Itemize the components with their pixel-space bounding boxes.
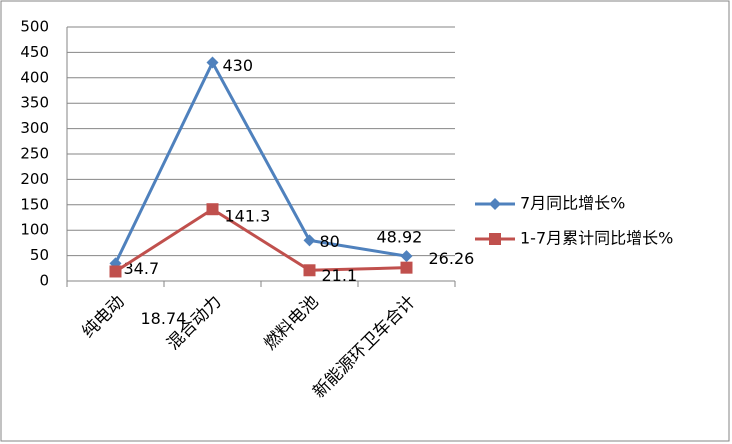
legend-label: 7月同比增长% xyxy=(520,194,625,213)
line xyxy=(114,207,407,273)
legend-marker xyxy=(489,198,501,210)
marker xyxy=(206,56,219,69)
y-tick-label: 50 xyxy=(30,246,49,264)
data-label: 48.92 xyxy=(377,228,423,247)
y-tick-label: 200 xyxy=(20,170,49,188)
y-tick-label: 100 xyxy=(20,221,49,239)
data-label: 80 xyxy=(320,232,340,251)
data-label: 141.3 xyxy=(225,207,271,226)
marker xyxy=(109,265,122,278)
marker xyxy=(400,250,413,263)
legend-label: 1-7月累计同比增长% xyxy=(520,229,673,248)
line xyxy=(114,59,407,265)
data-label: 18.74 xyxy=(141,309,187,328)
data-label: 34.7 xyxy=(124,259,160,278)
y-tick-label: 400 xyxy=(20,68,49,86)
y-tick-label: 250 xyxy=(20,145,49,163)
marker xyxy=(303,264,316,277)
marker xyxy=(303,234,316,247)
y-tick-label: 500 xyxy=(20,18,49,36)
data-label: 430 xyxy=(223,56,254,75)
data-label: 26.26 xyxy=(429,249,475,268)
y-tick-label: 0 xyxy=(39,272,49,290)
y-tick-label: 300 xyxy=(20,119,49,137)
legend-marker xyxy=(489,233,501,245)
y-tick-label: 350 xyxy=(20,94,49,112)
data-label: 21.1 xyxy=(322,266,358,285)
marker xyxy=(206,203,219,216)
y-tick-label: 450 xyxy=(20,43,49,61)
marker xyxy=(400,261,413,274)
y-tick-label: 150 xyxy=(20,195,49,213)
